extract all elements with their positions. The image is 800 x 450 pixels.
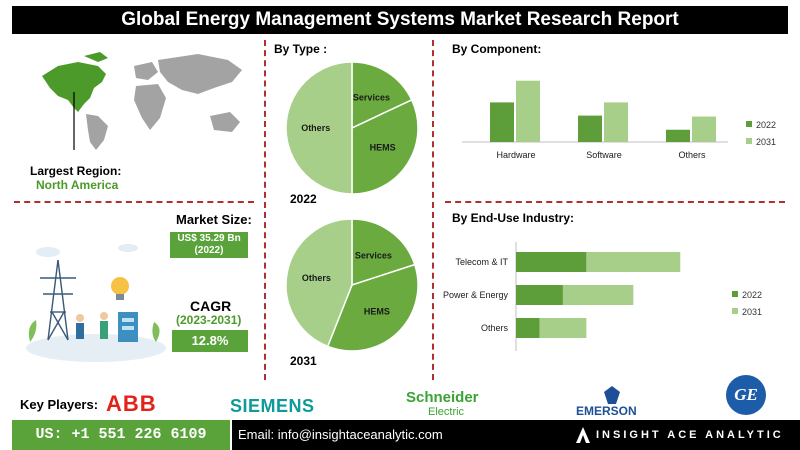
pie-slice-hems — [326, 263, 419, 352]
bar-others-2022 — [516, 318, 540, 338]
europe-shape — [134, 62, 158, 80]
divider-left-horizontal — [14, 201, 254, 203]
bar-hardware-2022 — [490, 102, 514, 142]
pie-slice-hems — [351, 98, 419, 195]
leaf-icon — [152, 322, 160, 342]
light-bulb-icon — [111, 277, 129, 300]
legend-swatch-2031 — [746, 138, 752, 144]
bar-power-energy-2031 — [562, 285, 634, 305]
bar-others-2031 — [539, 318, 587, 338]
transmission-tower-icon — [40, 259, 76, 341]
report-title: Global Energy Management Systems Market … — [12, 6, 788, 34]
insight-ace-logo-icon — [576, 427, 590, 443]
bar-software-2031 — [604, 102, 628, 142]
schneider-logo-name: Schneider — [406, 389, 479, 406]
pie-chart-2031: Services HEMS Others — [285, 218, 419, 352]
cagr-value: 12.8% — [172, 330, 248, 352]
pie-chart-2022: Services HEMS Others — [285, 61, 419, 195]
x-tick-label: Hardware — [496, 150, 535, 160]
emerson-icon — [604, 386, 620, 404]
emerson-logo: EMERSON — [576, 404, 637, 418]
ground-ellipse — [26, 334, 166, 362]
bar-telecom-it-2022 — [516, 252, 587, 272]
market-size-label: Market Size: — [176, 212, 252, 227]
north-america-shape — [42, 62, 106, 112]
pie-slice-services — [351, 61, 413, 130]
market-size-box: US$ 35.29 Bn (2022) — [170, 232, 248, 258]
x-tick-label: Software — [586, 150, 622, 160]
person-icon — [76, 314, 84, 339]
bar-hardware-2031 — [516, 80, 540, 142]
y-tick-label: Power & Energy — [443, 290, 509, 300]
pie-label-others: Others — [301, 123, 330, 133]
y-tick-label: Telecom & IT — [455, 257, 508, 267]
divider-left — [264, 40, 266, 380]
legend-swatch-2031 — [732, 308, 738, 314]
pie-label-services: Services — [353, 92, 390, 102]
by-component-title: By Component: — [452, 42, 542, 56]
siemens-logo: SIEMENS — [230, 396, 315, 416]
world-map — [42, 52, 242, 150]
pie-label-hems: HEMS — [370, 142, 396, 152]
pie-2031-caption: 2031 — [290, 354, 317, 368]
schneider-logo-electric: Electric — [428, 406, 465, 418]
australia-shape — [210, 112, 240, 132]
asia-shape — [158, 54, 242, 94]
bar-others-2031 — [692, 116, 716, 142]
market-size-year: (2022) — [194, 245, 224, 256]
component-bar-chart: Hardware Software Others 2022 2031 — [462, 80, 776, 160]
largest-region-label: Largest Region: — [30, 164, 122, 178]
abb-logo: ABB — [106, 391, 157, 416]
end-use-bar-chart: Telecom & IT Power & Energy Others 2022 2031 — [443, 242, 762, 351]
bar-telecom-it-2031 — [586, 252, 681, 272]
energy-illustration — [26, 244, 166, 362]
by-end-use-title: By End-Use Industry: — [452, 211, 575, 225]
cloud-icon — [36, 247, 60, 257]
legend-label-2022: 2022 — [756, 120, 776, 130]
key-players-label: Key Players: — [20, 397, 99, 412]
market-size-value: US$ 35.29 Bn — [177, 233, 241, 244]
phone-contact[interactable]: US: +1 551 226 6109 — [12, 420, 230, 450]
email-contact[interactable]: Email: info@insightaceanalytic.com — [238, 427, 443, 442]
footer-bar: Email: info@insightaceanalytic.com INSIG… — [232, 420, 800, 450]
bar-power-energy-2022 — [516, 285, 563, 305]
brand-name: INSIGHT ACE ANALYTIC — [596, 429, 784, 441]
divider-right — [432, 40, 434, 380]
ge-logo: GE — [726, 375, 766, 415]
pie-slice-others — [285, 61, 353, 195]
divider-right-horizontal — [445, 201, 785, 203]
pie-label-others: Others — [302, 273, 331, 283]
pie-slice-services — [351, 218, 416, 287]
cloud-icon — [118, 244, 138, 252]
cagr-period: (2023-2031) — [176, 313, 242, 327]
bar-others-2022 — [666, 129, 690, 142]
legend-swatch-2022 — [746, 121, 752, 127]
y-tick-label: Others — [481, 323, 509, 333]
x-tick-label: Others — [678, 150, 706, 160]
legend-label-2031: 2031 — [756, 137, 776, 147]
legend-swatch-2022 — [732, 291, 738, 297]
pie-label-hems: HEMS — [364, 306, 390, 316]
pie-2022-caption: 2022 — [290, 192, 317, 206]
pie-label-services: Services — [355, 251, 392, 261]
legend-label-2031: 2031 — [742, 307, 762, 317]
by-type-title: By Type : — [274, 42, 328, 56]
person-icon — [100, 312, 108, 339]
cagr-label: CAGR — [190, 298, 232, 314]
leaf-icon — [28, 320, 37, 342]
largest-region-value: North America — [36, 178, 119, 192]
schneider-logo: Schneider Electric — [406, 390, 479, 420]
africa-shape — [134, 84, 166, 130]
legend-label-2022: 2022 — [742, 290, 762, 300]
south-america-shape — [86, 114, 108, 150]
pie-slice-others — [285, 218, 353, 348]
greenland-shape — [84, 52, 108, 62]
bar-software-2022 — [578, 115, 602, 142]
